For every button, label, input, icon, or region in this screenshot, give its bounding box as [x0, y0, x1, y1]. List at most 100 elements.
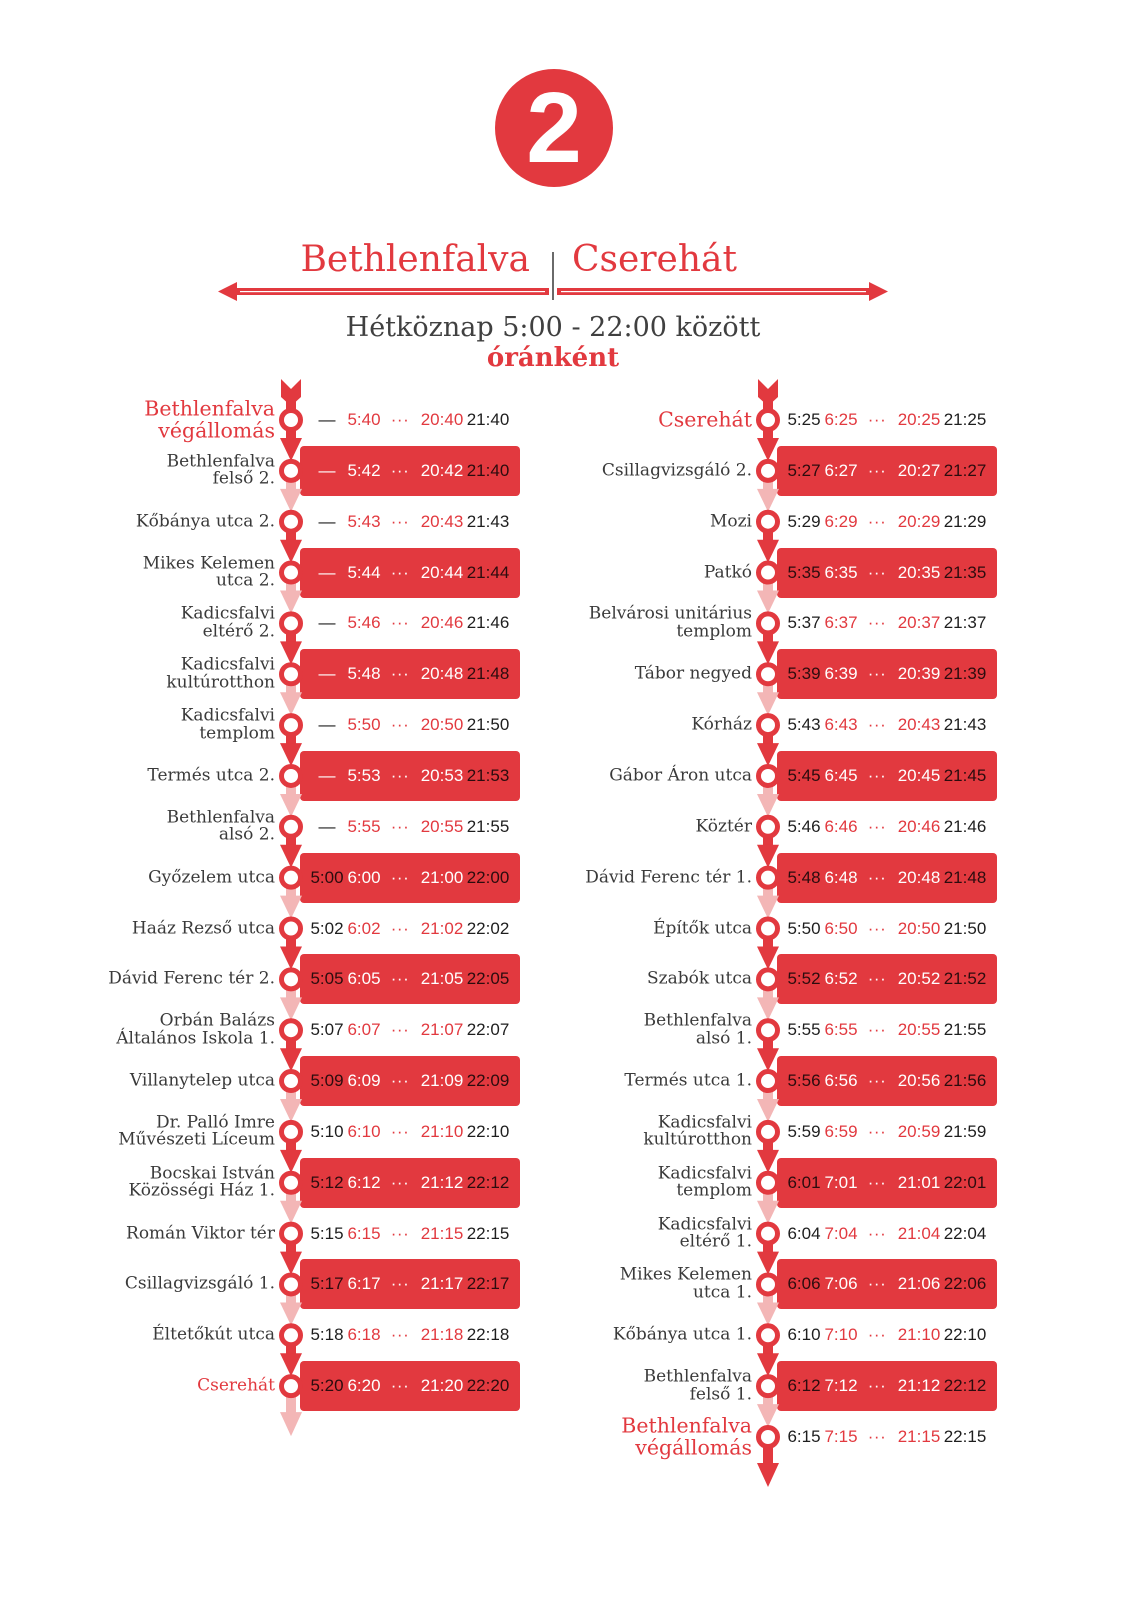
- last-departure-time: 21:50: [466, 715, 510, 735]
- gap-indicator: ···: [390, 1020, 410, 1040]
- stop-row: Szabók utca 5:52 6:52 20:52 21:52 ···: [477, 954, 1037, 1005]
- stop-row: Román Viktor tér 5:15 6:15 21:15 22:15 ···: [0, 1209, 560, 1259]
- second-departure-time: 7:04: [824, 1223, 858, 1243]
- stop-name: Mozi: [477, 512, 752, 531]
- stop-name-line: végállomás: [635, 1435, 752, 1459]
- first-departure-time: 5:17: [310, 1274, 344, 1294]
- last-departure-time: 22:18: [466, 1325, 510, 1345]
- highlight-band: [300, 750, 520, 801]
- stop-name-line: Győzelem utca: [148, 866, 275, 887]
- second-departure-time: 6:52: [824, 969, 858, 989]
- last-departure-time: 21:55: [466, 816, 510, 836]
- stop-name: Bethlenfalva felső 2.: [0, 453, 275, 488]
- stop-name-line: Köztér: [695, 816, 752, 837]
- stop-name: Bethlenfalva felső 1.: [477, 1368, 752, 1405]
- stop-name: Győzelem utca: [0, 866, 275, 887]
- second-departure-time: 6:39: [824, 664, 858, 684]
- highlight-band: [300, 547, 520, 598]
- stop-name-line: Orbán Balázs: [159, 1010, 275, 1031]
- stop-name: Mikes Kelemen utca 2.: [0, 555, 275, 590]
- no-departure-dash: —: [318, 715, 336, 735]
- last-departure-time: 22:20: [466, 1376, 510, 1396]
- first-departure-time: 5:35: [787, 562, 821, 582]
- stop-name: Bethlenfalva alsó 1.: [477, 1012, 752, 1048]
- stop-row: Bethlenfalva felső 1. 6:12 7:12 21:12 22:12 ··…: [477, 1361, 1037, 1412]
- gap-indicator: ···: [390, 562, 410, 582]
- stop-name: Kőbánya utca 2.: [0, 512, 275, 531]
- first-departure-time: 5:09: [310, 1071, 344, 1091]
- gap-indicator: ···: [390, 1071, 410, 1091]
- penultimate-departure-time: 20:45: [897, 765, 941, 785]
- stop-row: Termés utca 2. — 5:53 20:53 21:53 ···: [0, 750, 560, 801]
- stop-name: Kadicsfalvi eltérő 2.: [0, 605, 275, 641]
- stop-name: Cserehát: [0, 1377, 275, 1395]
- first-departure-time: 5:05: [310, 969, 344, 989]
- last-departure-time: 21:53: [466, 765, 510, 785]
- first-departure-time: 6:06: [787, 1274, 821, 1294]
- stop-row: Villanytelep utca 5:09 6:09 21:09 22:09 ···: [0, 1056, 560, 1107]
- stop-name-line: felső 1.: [689, 1384, 752, 1405]
- title-from: Bethlenfalva: [300, 239, 530, 280]
- highlight-band: [300, 852, 520, 903]
- second-departure-time: 5:44: [347, 562, 381, 582]
- stop-name-line: felső 2.: [212, 468, 275, 489]
- gap-indicator: ···: [390, 1223, 410, 1243]
- gap-indicator: ···: [867, 765, 887, 785]
- penultimate-departure-time: 20:29: [897, 511, 941, 531]
- stop-name-line: Patkó: [703, 561, 752, 582]
- second-departure-time: 6:05: [347, 969, 381, 989]
- stop-row: Éltetőkút utca 5:18 6:18 21:18 22:18 ···: [0, 1310, 560, 1360]
- stop-name-line: utca 2.: [215, 570, 275, 591]
- stop-name: Patkó: [477, 561, 752, 582]
- last-departure-time: 22:00: [466, 867, 510, 887]
- second-departure-time: 6:45: [824, 765, 858, 785]
- stop-row: Kadicsfalvi templom 6:01 7:01 21:01 22:01 ···: [477, 1157, 1037, 1208]
- stop-name: Kórház: [477, 716, 752, 734]
- gap-indicator: ···: [867, 1071, 887, 1091]
- stop-row: Bocskai István Közösségi Ház 1. 5:12 6:12 21…: [0, 1157, 560, 1208]
- penultimate-departure-time: 20:52: [897, 969, 941, 989]
- stop-name-line: Bethlenfalva: [166, 807, 275, 828]
- no-departure-dash: —: [318, 562, 336, 582]
- first-departure-time: 5:00: [310, 867, 344, 887]
- stop-name-line: templom: [676, 1180, 752, 1201]
- stop-name-line: Cserehát: [197, 1375, 275, 1396]
- highlight-band: [300, 649, 520, 700]
- stop-name: Csillagvizsgáló 1.: [0, 1275, 275, 1294]
- gap-indicator: ···: [390, 664, 410, 684]
- penultimate-departure-time: 20:46: [420, 613, 464, 633]
- stop-name-line: kultúrotthon: [643, 1129, 752, 1150]
- highlight-band: [300, 445, 520, 496]
- stop-name-line: eltérő 1.: [679, 1231, 752, 1252]
- gap-indicator: ···: [390, 410, 410, 429]
- gap-indicator: ···: [390, 511, 410, 531]
- stop-row: Bethlenfalva felső 2. — 5:42 20:42 21:40 ···: [0, 445, 560, 496]
- first-departure-time: 6:01: [787, 1172, 821, 1192]
- highlight-band: [777, 649, 997, 700]
- second-departure-time: 6:12: [347, 1172, 381, 1192]
- second-departure-time: 6:18: [347, 1325, 381, 1345]
- last-departure-time: 22:12: [943, 1376, 987, 1396]
- stop-row: Dávid Ferenc tér 1. 5:48 6:48 20:48 21:48 ···: [477, 852, 1037, 903]
- gap-indicator: ···: [867, 867, 887, 887]
- penultimate-departure-time: 20:59: [897, 1121, 941, 1141]
- gap-indicator: ···: [867, 816, 887, 836]
- second-departure-time: 6:43: [824, 715, 858, 735]
- last-departure-time: 22:04: [943, 1223, 987, 1243]
- second-departure-time: 6:15: [347, 1223, 381, 1243]
- stop-row: Kórház 5:43 6:43 20:43 21:43 ···: [477, 700, 1037, 750]
- second-departure-time: 7:10: [824, 1325, 858, 1345]
- gap-indicator: ···: [867, 1274, 887, 1294]
- stop-name: Termés utca 2.: [0, 767, 275, 785]
- last-departure-time: 21:39: [943, 664, 987, 684]
- second-departure-time: 7:12: [824, 1376, 858, 1396]
- first-departure-time: 5:10: [310, 1121, 344, 1141]
- stop-row: Bethlenfalva alsó 1. 5:55 6:55 20:55 21:55 ···: [477, 1005, 1037, 1055]
- highlight-band: [777, 445, 997, 496]
- second-departure-time: 6:59: [824, 1121, 858, 1141]
- last-departure-time: 22:05: [466, 969, 510, 989]
- direction-column-bethlenfalva-cserehat: Bethlenfalva végállomás —5:40 20:40 21:40 ···…: [0, 0, 560, 1600]
- stop-name-line: Általános Iskola 1.: [116, 1028, 275, 1049]
- second-departure-time: 6:35: [824, 562, 858, 582]
